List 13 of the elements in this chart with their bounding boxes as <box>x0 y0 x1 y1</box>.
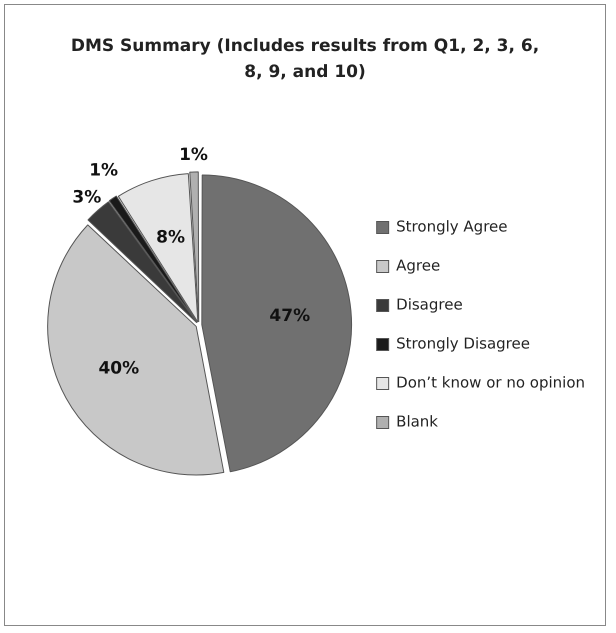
legend-label: Strongly Disagree <box>396 334 530 352</box>
data-label: 47% <box>269 306 310 326</box>
chart-title: DMS Summary (Includes results from Q1, 2, 3, 6, 8, 9, and 10) <box>70 35 540 84</box>
legend-label: Blank <box>396 412 438 430</box>
data-label: 1% <box>179 145 208 166</box>
data-label: 40% <box>98 358 140 378</box>
legend-label: Disagree <box>396 295 463 314</box>
legend-label: Agree <box>396 256 440 274</box>
legend-label: Strongly Agree <box>396 217 508 236</box>
data-label: 1% <box>89 160 118 180</box>
legend-label: Don’t know or no opinion <box>396 373 586 392</box>
data-label: 3% <box>72 187 102 208</box>
data-label: 8% <box>156 228 186 248</box>
